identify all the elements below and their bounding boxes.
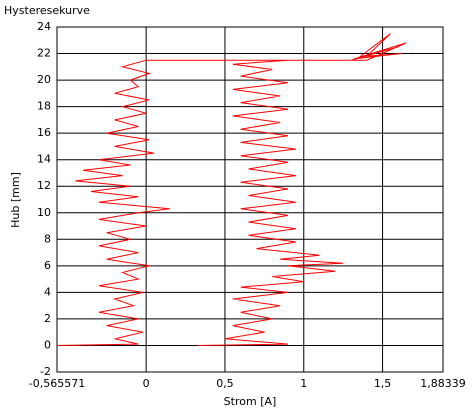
y-tick-label: 6 [44,259,51,272]
chart-title: Hysteresekurve [4,4,90,17]
y-tick-label: 2 [44,312,51,325]
x-axis-label: Strom [A] [224,395,277,408]
y-tick-label: 4 [44,285,51,298]
x-tick-label: 0 [143,377,150,390]
y-tick-label: 8 [44,232,51,245]
x-tick-label: 1 [300,377,307,390]
x-tick-label: 1,5 [374,377,392,390]
y-tick-label: 22 [37,47,51,60]
y-tick-label: 10 [37,206,51,219]
y-tick-label: 20 [37,73,51,86]
y-tick-label: 14 [37,153,51,166]
y-tick-label: 12 [37,179,51,192]
x-tick-label: 0,5 [216,377,234,390]
y-tick-label: 18 [37,100,51,113]
y-tick-label: 16 [37,126,51,139]
y-axis-label: Hub [mm] [9,172,22,228]
x-tick-label: -0,565571 [29,377,85,390]
plot-area [56,26,444,373]
y-tick-label: 0 [44,338,51,351]
x-tick-label: 1,88339 [420,377,466,390]
data-line [57,33,407,346]
y-tick-label: 24 [37,20,51,33]
y-tick-label: -2 [40,365,51,378]
